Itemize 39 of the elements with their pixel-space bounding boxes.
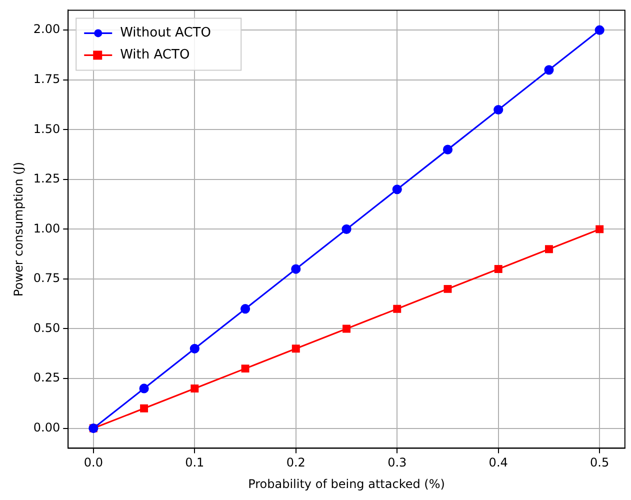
point [190, 344, 200, 354]
y-tick-label: 2.00 [33, 22, 60, 36]
y-tick-label: 1.50 [33, 122, 60, 136]
point [596, 225, 604, 234]
x-tick-label: 0.1 [185, 456, 204, 470]
y-tick-label: 1.25 [33, 172, 60, 186]
y-tick-label: 0.25 [33, 370, 60, 385]
point [140, 404, 148, 412]
y-tick-label: 0.50 [33, 320, 60, 335]
point [190, 384, 199, 392]
point [444, 284, 452, 293]
x-tick-label: 0.5 [590, 456, 610, 470]
point [494, 104, 504, 115]
x-tick-label: 0.3 [388, 456, 407, 470]
y-tick-label: 0.75 [33, 271, 60, 286]
point [594, 25, 604, 35]
y-tick-label: 0.00 [33, 420, 60, 434]
point [494, 265, 502, 273]
x-axis-title: Probability of being attacked (%) [248, 476, 445, 491]
point [342, 224, 352, 234]
point [240, 304, 250, 314]
point [139, 384, 149, 394]
x-tick-label: 0.2 [286, 456, 306, 470]
point [241, 364, 250, 373]
y-tick-label: 1.75 [33, 72, 60, 86]
x-tick-label: 0.4 [488, 456, 508, 470]
y-axis-title: Power consumption (J) [11, 162, 26, 296]
point [392, 184, 402, 194]
point [393, 304, 402, 313]
legend-label: With ACTO [120, 48, 190, 63]
y-tick-label: 1.00 [33, 221, 60, 236]
point [342, 324, 350, 333]
point [291, 264, 301, 274]
point [544, 65, 554, 75]
point [442, 144, 453, 154]
point [292, 344, 300, 353]
point [544, 245, 553, 254]
x-tick-label: 0.0 [84, 456, 103, 470]
legend-label: Without ACTO [120, 26, 211, 41]
